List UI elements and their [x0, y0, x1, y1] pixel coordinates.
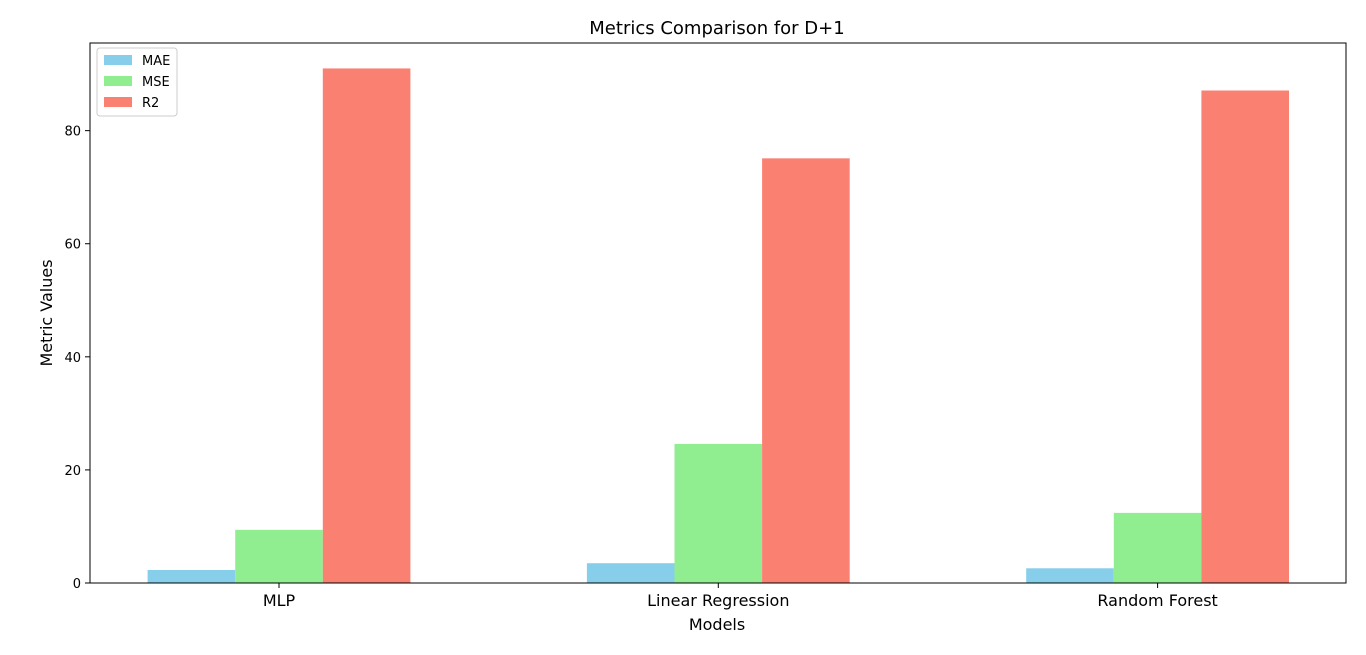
bar-r2-mlp: [322, 68, 411, 584]
y-axis-label: Metric Values: [37, 259, 56, 366]
bar-r2-linear-regression: [762, 158, 850, 584]
legend: MAE MSE R2: [96, 47, 178, 117]
plot-area-frame: [89, 42, 1347, 584]
chart-title: Metrics Comparison for D+1: [589, 18, 844, 39]
bars-layer: [147, 68, 1289, 584]
legend-label-r2: R2: [142, 96, 159, 111]
bar-mae-random-forest: [1026, 568, 1114, 583]
y-tick-label: 0: [73, 577, 81, 592]
x-axis-label: Models: [689, 615, 745, 634]
legend-swatch-mse: [104, 76, 132, 86]
bar-mae-linear-regression: [586, 563, 675, 583]
bar-mse-random-forest: [1113, 512, 1202, 583]
x-tick-label: Linear Regression: [647, 591, 789, 610]
bar-mse-mlp: [235, 529, 323, 583]
y-axis: 0 20 40 60 80: [64, 125, 90, 592]
x-axis: MLP Linear Regression Random Forest: [263, 583, 1218, 610]
bar-mae-mlp: [147, 569, 236, 583]
y-tick-label: 60: [64, 238, 81, 253]
legend-label-mae: MAE: [142, 54, 170, 69]
x-tick-label: Random Forest: [1097, 591, 1217, 610]
legend-label-mse: MSE: [142, 75, 170, 90]
legend-swatch-r2: [104, 97, 132, 107]
x-tick-label: MLP: [263, 591, 296, 610]
bar-r2-random-forest: [1201, 90, 1289, 584]
y-tick-label: 80: [64, 125, 81, 140]
legend-swatch-mae: [104, 55, 132, 65]
bar-mse-linear-regression: [674, 443, 763, 583]
y-tick-label: 40: [64, 351, 81, 366]
y-tick-label: 20: [64, 464, 81, 479]
